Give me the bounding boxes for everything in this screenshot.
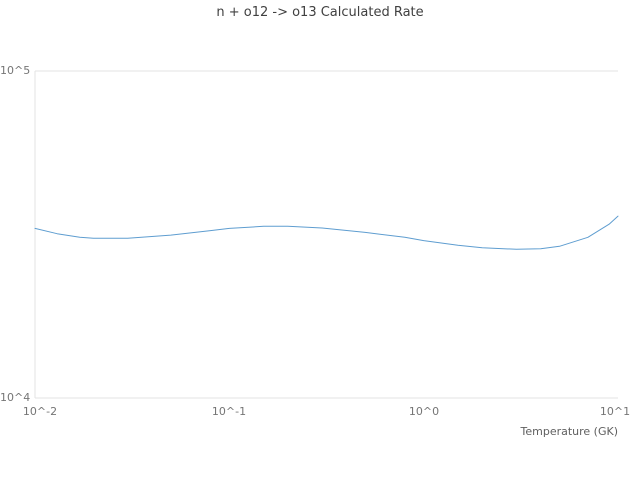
y-tick-label-1e5: 10^5 xyxy=(0,64,31,77)
x-axis-label: Temperature (GK) xyxy=(520,425,619,438)
x-tick-label-1e-1: 10^-1 xyxy=(211,405,247,418)
x-tick-label-1e-2: 10^-2 xyxy=(22,405,58,418)
series-line-calculated-rate xyxy=(34,215,619,250)
x-tick-label-1e1: 10^1 xyxy=(599,405,631,418)
y-tick-label-1e4: 10^4 xyxy=(0,391,31,404)
chart-title: n + o12 -> o13 Calculated Rate xyxy=(216,5,424,20)
x-tick-label-1e0: 10^0 xyxy=(408,405,440,418)
